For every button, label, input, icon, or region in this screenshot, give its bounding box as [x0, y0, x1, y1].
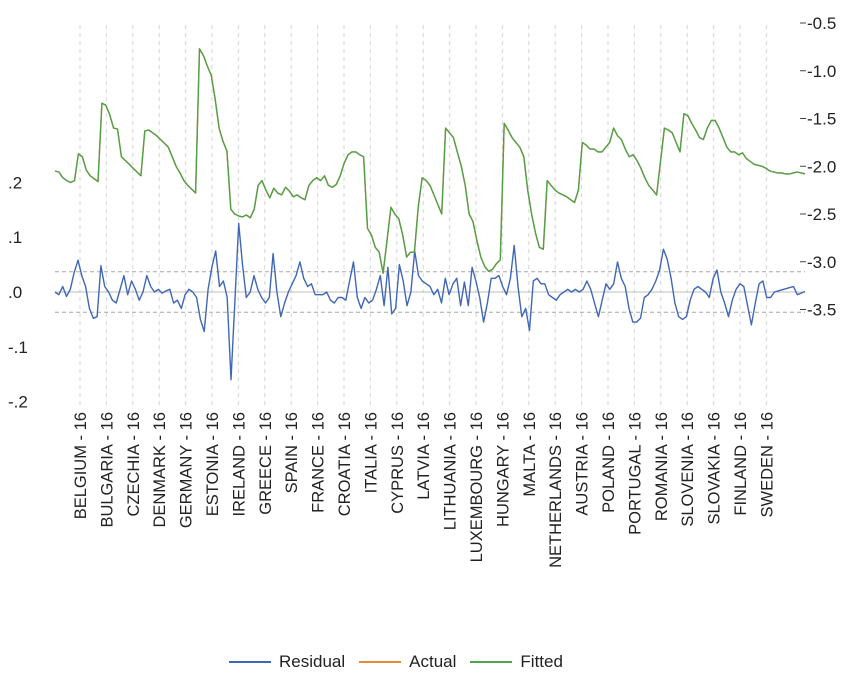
legend-label-fitted: Fitted	[520, 652, 563, 671]
legend-swatch-residual	[229, 661, 271, 663]
right-axis-tick-label: -1.0	[807, 62, 836, 81]
x-axis-category-label: GERMANY - 16	[178, 412, 196, 528]
x-axis-category-label: SLOVENIA - 16	[679, 412, 697, 527]
x-axis-category-label: GREECE - 16	[257, 412, 275, 515]
left-axis-tick-label: .0	[8, 283, 22, 302]
legend-swatch-actual	[359, 661, 402, 663]
x-axis-category-label: AUSTRIA - 16	[574, 412, 592, 516]
x-axis-category-label: NETHERLANDS - 16	[547, 412, 565, 568]
right-axis-tick-label: -2.0	[807, 157, 836, 176]
right-axis-tick-label: -3.0	[807, 253, 836, 272]
x-axis-category-label: BELGIUM - 16	[72, 412, 90, 519]
right-axis: -0.5 -1.0 -1.5 -2.0 -2.5 -3.0 -3.5	[800, 14, 836, 320]
series-actual-line	[54, 48, 806, 274]
legend-item-residual: Residual	[229, 652, 345, 672]
x-axis-category-label: HUNGARY - 16	[494, 412, 512, 527]
grid-lines	[79, 25, 767, 405]
left-axis-tick-label: -.2	[8, 393, 28, 412]
x-axis-category-label: LATVIA - 16	[415, 412, 433, 500]
right-axis-tick-label: -0.5	[807, 14, 836, 33]
x-axis-category-label: SPAIN - 16	[283, 412, 301, 493]
left-axis: .2 .1 .0 -.1 -.2	[8, 173, 28, 411]
x-axis: BELGIUM - 16 BULGARIA - 16 CZECHIA - 16 DEN…	[72, 412, 776, 568]
legend-item-actual: Actual	[359, 652, 456, 672]
x-axis-category-label: BULGARIA - 16	[98, 412, 116, 528]
x-axis-category-label: MALTA - 16	[521, 412, 539, 497]
x-axis-category-label: DENMARK - 16	[151, 412, 169, 528]
x-axis-category-label: IRELAND - 16	[230, 412, 248, 517]
x-axis-category-label: FRANCE - 16	[310, 412, 328, 513]
residual-band-lines	[55, 271, 805, 313]
x-axis-category-label: SWEDEN - 16	[758, 412, 776, 517]
x-axis-category-label: CYPRUS - 16	[389, 412, 407, 514]
x-axis-category-label: ESTONIA - 16	[204, 412, 222, 516]
legend-label-residual: Residual	[279, 652, 346, 671]
legend-label-actual: Actual	[409, 652, 457, 671]
right-axis-tick-label: -3.5	[807, 301, 836, 320]
legend-swatch-fitted	[470, 661, 513, 663]
series-residual-line	[54, 222, 806, 381]
series-fitted-line	[54, 48, 806, 274]
x-axis-category-label: CROATIA - 16	[336, 412, 354, 516]
x-axis-category-label: LUXEMBOURG - 16	[468, 412, 486, 562]
series-lines	[54, 48, 806, 381]
x-axis-category-label: POLAND - 16	[600, 412, 618, 513]
left-axis-tick-label: .1	[8, 228, 22, 247]
legend: Residual Actual Fitted	[229, 649, 563, 675]
x-axis-category-label: SLOVAKIA - 16	[706, 412, 724, 525]
left-axis-tick-label: -.1	[8, 338, 28, 357]
x-axis-category-label: ITALIA - 16	[362, 412, 380, 493]
right-axis-tick-label: -2.5	[807, 205, 836, 224]
x-axis-category-label: ROMANIA - 16	[653, 412, 671, 521]
x-axis-category-label: FINLAND - 16	[732, 412, 750, 516]
right-axis-tick-label: -1.5	[807, 110, 836, 129]
x-axis-category-label: LITHUANIA - 16	[442, 412, 460, 530]
x-axis-category-label: PORTUGAL - 16	[626, 412, 644, 535]
legend-item-fitted: Fitted	[470, 652, 563, 672]
left-axis-tick-label: .2	[8, 173, 22, 192]
x-axis-category-label: CZECHIA - 16	[125, 412, 143, 517]
